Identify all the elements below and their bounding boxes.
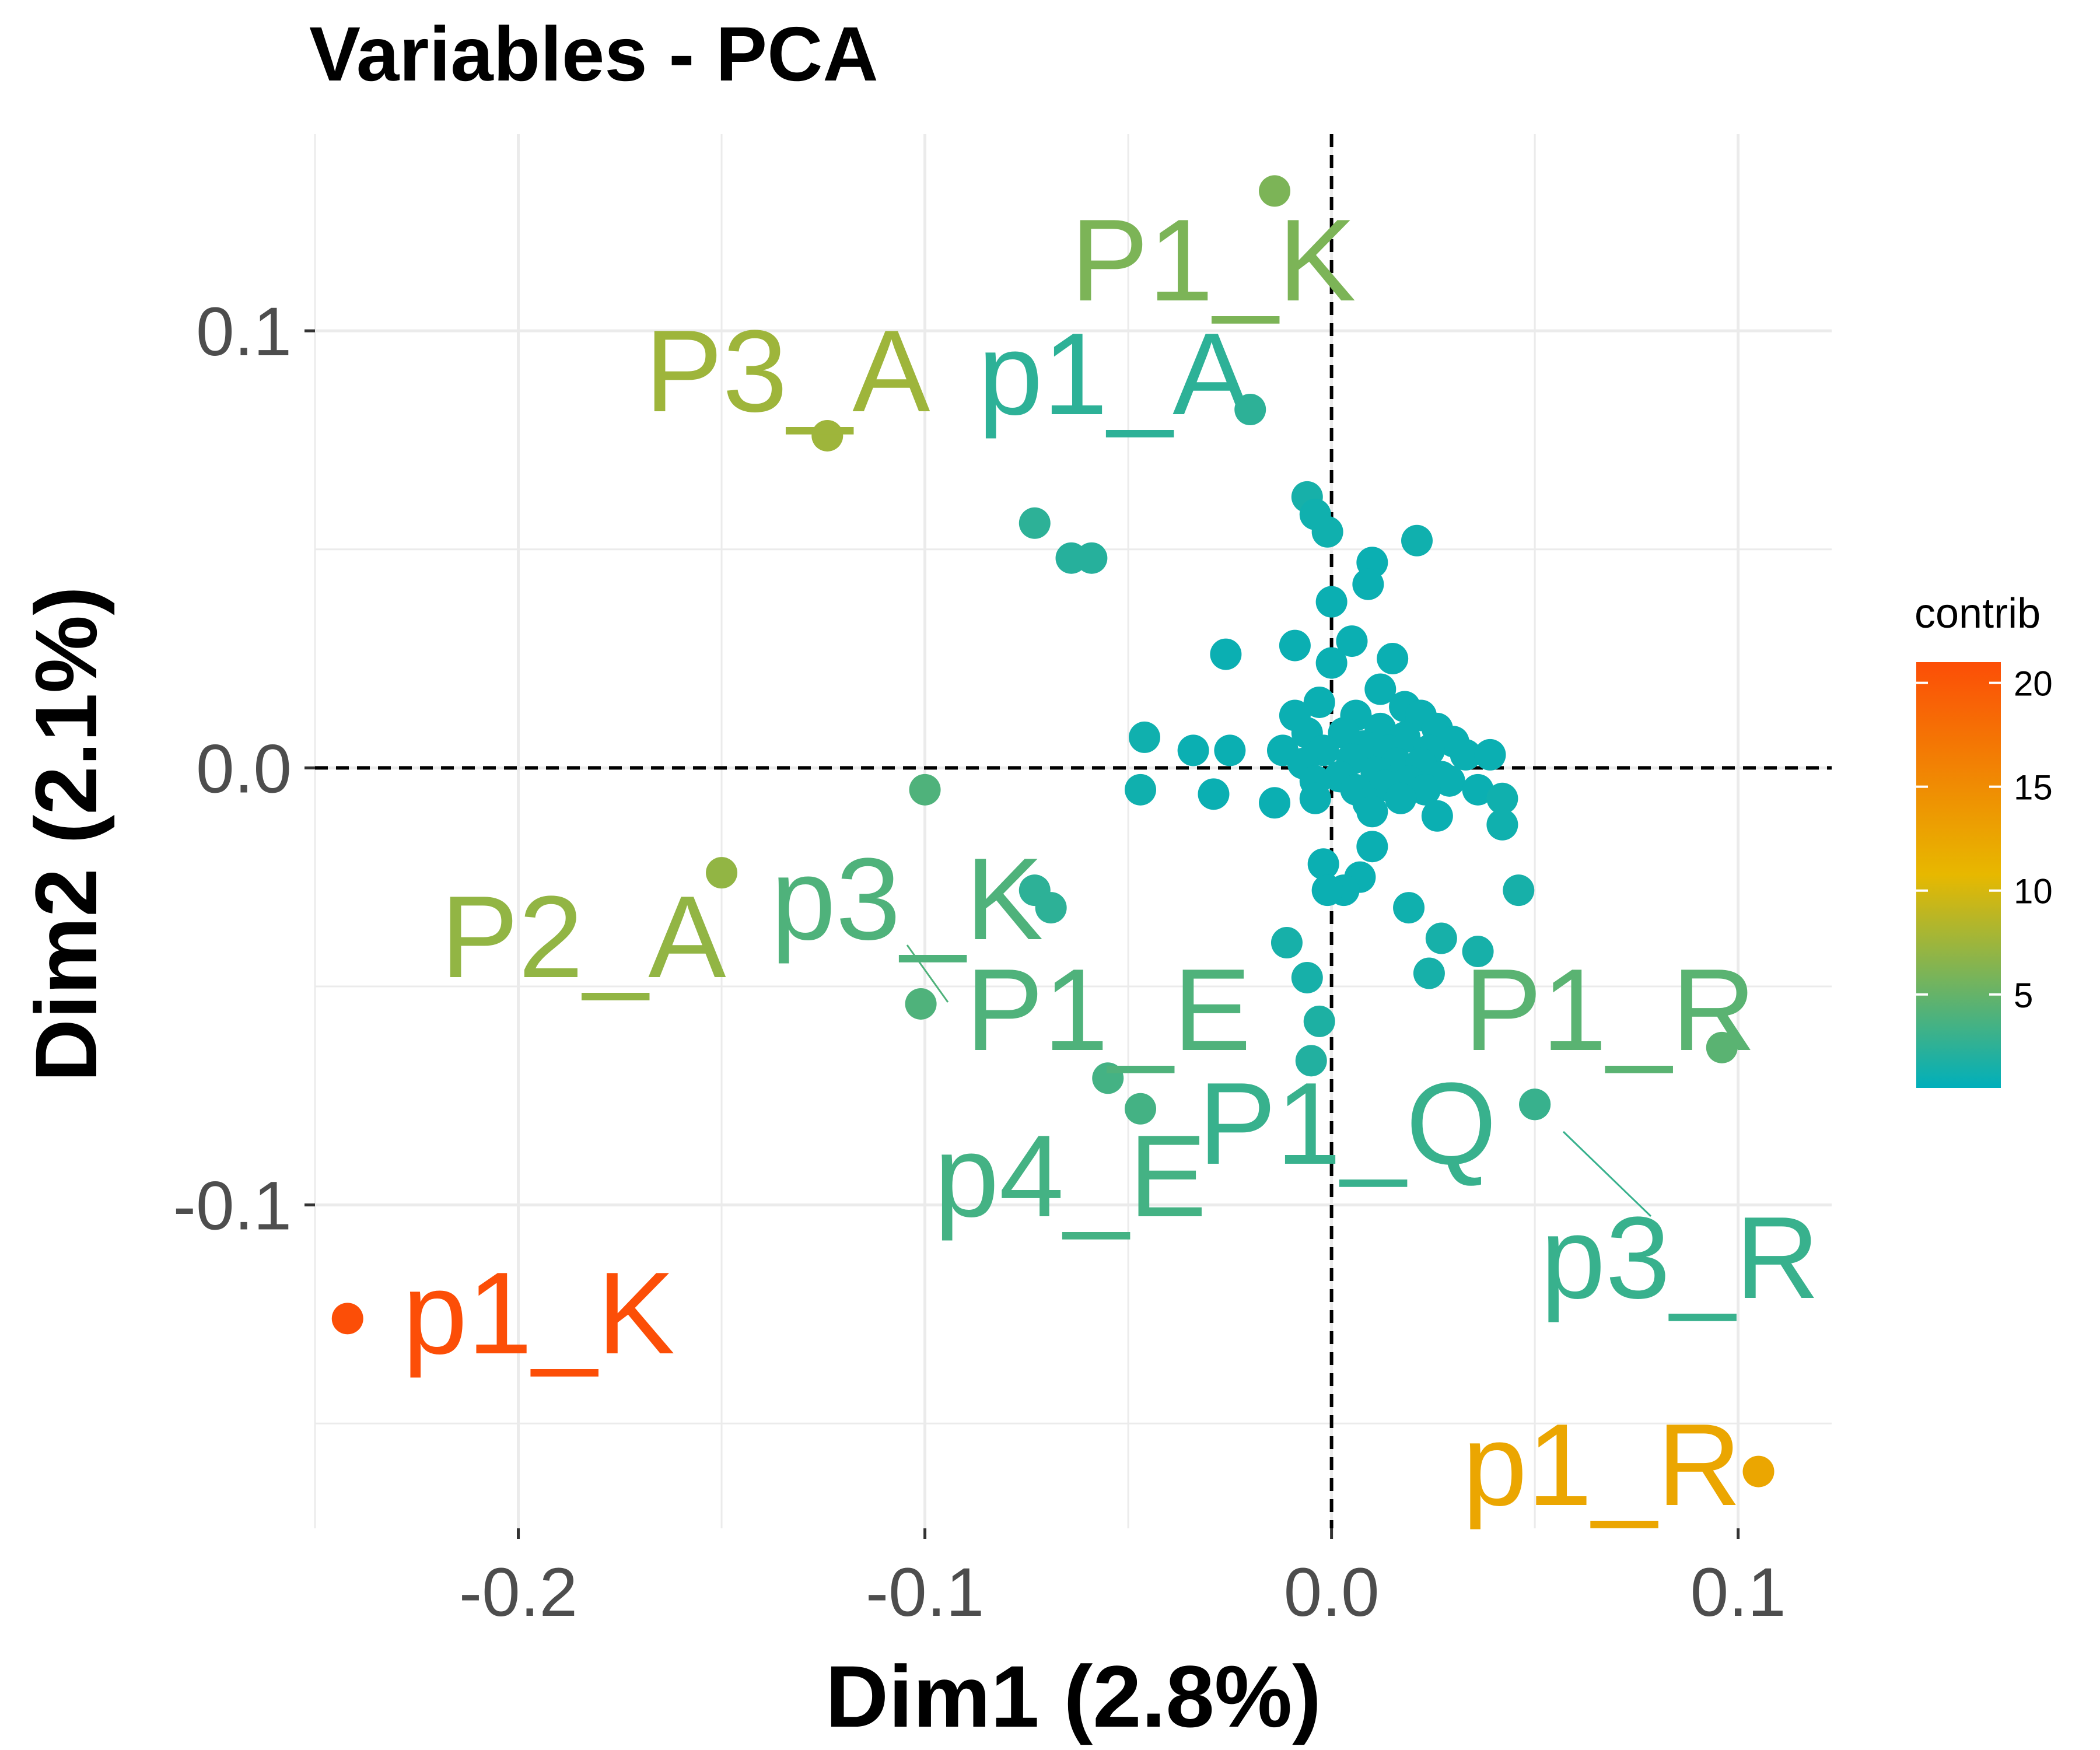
- variable-point: [1299, 782, 1331, 814]
- variable-point: [1421, 800, 1453, 832]
- variable-point: [1214, 734, 1246, 766]
- variable-point-p4_e: [1125, 1093, 1157, 1125]
- point-label-p1_a: p1_A: [978, 309, 1251, 439]
- point-label-p1_r: p1_R: [1462, 1400, 1741, 1530]
- point-label-p1_e: P1_E: [965, 945, 1251, 1075]
- variable-point: [1413, 957, 1445, 989]
- variable-point-p1_r: [1706, 1031, 1738, 1063]
- variable-point-p2_a: [706, 857, 738, 889]
- variable-point: [1303, 1005, 1335, 1037]
- variable-point: [1377, 643, 1409, 675]
- variable-point: [1035, 892, 1067, 924]
- label-connectors: [906, 944, 1652, 1217]
- variable-point: [1315, 647, 1348, 679]
- variable-point: [1177, 734, 1209, 766]
- variable-point-p1_k: [1259, 175, 1291, 207]
- point-label-p4_e: p4_E: [934, 1111, 1206, 1241]
- variable-point: [1356, 831, 1388, 863]
- variable-point-p1_k: [331, 1303, 363, 1335]
- label-connector-p3_r: [1562, 1130, 1652, 1217]
- variable-point-p1_a: [1234, 394, 1266, 426]
- legend-ticks: 5 10 15 20: [1916, 664, 2053, 1015]
- variable-point: [1311, 874, 1343, 907]
- variable-point: [1259, 787, 1291, 819]
- legend-tick-label: 5: [2014, 976, 2033, 1015]
- variable-point: [1352, 568, 1384, 600]
- variable-point: [1128, 721, 1160, 753]
- variable-point: [1279, 629, 1311, 662]
- y-tick-label: 0.1: [196, 293, 292, 370]
- variable-point: [1311, 516, 1343, 548]
- variable-point: [1019, 507, 1051, 539]
- variable-point-p3_r: [1519, 1088, 1551, 1121]
- x-tick-label: 0.0: [1284, 1554, 1380, 1631]
- variable-point: [1486, 782, 1518, 814]
- point-label-p1_k: P1_K: [1070, 195, 1356, 326]
- variable-point-p3_a: [811, 419, 844, 452]
- legend-colorbar: [1916, 662, 2001, 1088]
- variable-point: [1450, 738, 1482, 771]
- variable-point: [1462, 774, 1494, 806]
- variable-point-p3_k: [909, 774, 941, 806]
- point-label-p2_a: P2_A: [440, 872, 726, 1002]
- variable-point-p1_r: [1742, 1455, 1774, 1488]
- label-connector-p3_k: [906, 944, 949, 1003]
- plot-panel: p1_K p1_R P3_A P2_A P1_Kp1_A p3_KP1_E p4_E P1_R…: [314, 134, 1832, 1530]
- variable-point: [1462, 936, 1494, 968]
- variable-point: [1092, 1062, 1124, 1094]
- variable-point: [1393, 892, 1425, 924]
- variable-point-p1_e: [905, 988, 937, 1020]
- variable-point: [1364, 673, 1396, 705]
- data-points: [331, 175, 1774, 1488]
- variable-point: [1198, 778, 1230, 810]
- variable-point: [1210, 638, 1242, 670]
- variable-point: [1503, 874, 1535, 907]
- variable-point: [1315, 586, 1348, 618]
- chart-title: Variables - PCA: [309, 11, 878, 97]
- point-label-p3_k: p3_K: [771, 834, 1043, 964]
- legend-title: contrib: [1915, 590, 2041, 637]
- point-label-p3_r: p3_R: [1541, 1193, 1819, 1323]
- x-axis-title: Dim1 (2.8%): [825, 1647, 1321, 1745]
- variable-point: [1486, 808, 1518, 841]
- variable-point: [1291, 961, 1323, 993]
- variable-point: [1336, 625, 1368, 657]
- y-axis-title: Dim2 (2.1%): [17, 586, 115, 1082]
- variable-point: [1125, 774, 1157, 806]
- axes: -0.2 -0.1 0.0 0.1 -0.1 0.0 0.1: [173, 293, 1786, 1631]
- legend-tick-label: 20: [2014, 664, 2053, 704]
- variable-point: [1295, 1045, 1327, 1077]
- variable-point: [1474, 738, 1506, 771]
- point-label-p1_r: P1_R: [1464, 945, 1756, 1075]
- variable-point: [1303, 686, 1335, 718]
- variable-point: [1076, 542, 1108, 574]
- legend-tick-label: 15: [2014, 768, 2053, 807]
- x-tick-label: -0.1: [866, 1554, 984, 1631]
- point-labels: p1_K p1_R P3_A P2_A P1_Kp1_A p3_KP1_E p4_E P1_R…: [402, 195, 1819, 1530]
- contrib-legend: contrib 5 10 15 20: [1915, 590, 2053, 1088]
- variable-point: [1307, 848, 1339, 880]
- variable-point: [1385, 782, 1417, 814]
- variable-point: [1433, 765, 1465, 797]
- variable-point: [1356, 796, 1388, 828]
- point-label-p1_k: p1_K: [402, 1248, 675, 1378]
- x-tick-label: 0.1: [1690, 1554, 1786, 1631]
- variable-point: [1401, 524, 1433, 556]
- variable-point: [1409, 774, 1441, 806]
- y-tick-label: 0.0: [196, 730, 292, 807]
- variable-point: [1425, 922, 1457, 954]
- legend-tick-label: 10: [2014, 872, 2053, 911]
- point-label-p3_a: P3_A: [645, 306, 930, 436]
- variable-point: [1270, 927, 1303, 959]
- x-tick-label: -0.2: [459, 1554, 578, 1631]
- y-tick-label: -0.1: [173, 1168, 292, 1245]
- point-label-p1_q: P1_Q: [1198, 1059, 1496, 1189]
- reference-lines: [315, 134, 1832, 1528]
